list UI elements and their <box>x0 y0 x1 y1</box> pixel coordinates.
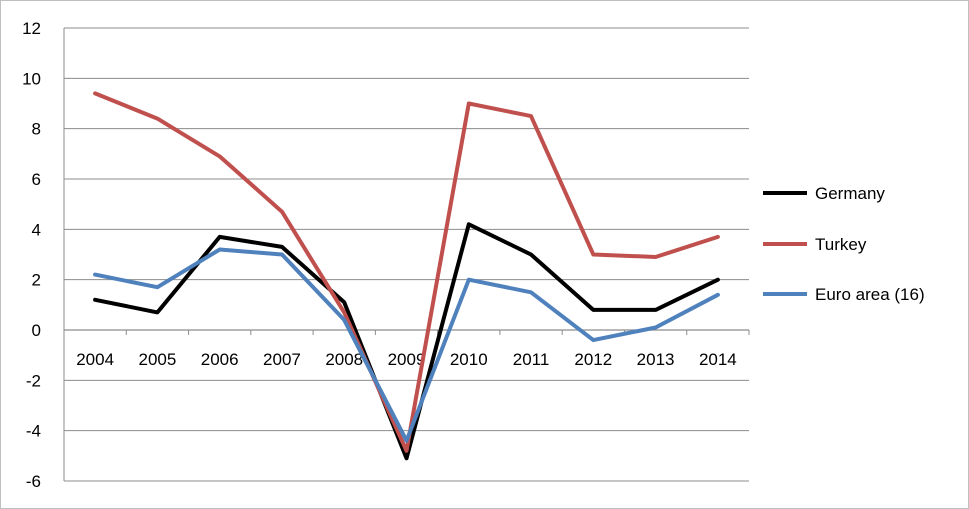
data-point <box>280 210 284 214</box>
y-tick-label: 10 <box>22 69 41 88</box>
data-point <box>155 310 159 314</box>
data-point <box>529 114 533 118</box>
data-point <box>280 245 284 249</box>
y-tick-label: 6 <box>32 170 41 189</box>
data-point <box>654 325 658 329</box>
data-point <box>529 253 533 256</box>
data-point <box>93 91 97 95</box>
data-point <box>218 154 222 158</box>
data-point <box>716 278 720 282</box>
y-tick-label: 2 <box>32 271 41 290</box>
y-tick-label: 8 <box>32 120 41 139</box>
series-lines <box>93 91 720 461</box>
data-point <box>218 235 222 239</box>
data-point <box>405 439 408 443</box>
data-point <box>467 222 471 226</box>
x-tick-label: 2013 <box>637 350 675 369</box>
y-tick-label: -2 <box>26 371 41 390</box>
legend: Germany Turkey Euro area (16) <box>763 184 925 304</box>
data-point <box>467 278 471 282</box>
legend-label: Germany <box>815 184 885 203</box>
y-tick-label: 4 <box>32 220 41 239</box>
x-tick-label: 2014 <box>699 350 737 369</box>
data-point <box>155 117 159 121</box>
series-line-germany <box>93 222 720 461</box>
x-tick-label: 2012 <box>574 350 612 369</box>
y-tick-label: 12 <box>22 19 41 38</box>
x-tick-labels: 2004 2005 2006 2007 2008 2009 2010 2011 2012 2013… <box>76 350 737 369</box>
data-point <box>280 253 284 256</box>
y-tick-labels: -6 -4 -2 0 2 4 6 8 10 12 <box>22 19 41 491</box>
x-tick-label: 2005 <box>138 350 176 369</box>
data-point <box>529 290 533 294</box>
data-point <box>342 300 346 304</box>
data-point <box>716 235 720 239</box>
data-point <box>405 449 408 453</box>
x-tick-label: 2004 <box>76 350 114 369</box>
legend-label: Euro area (16) <box>815 285 925 304</box>
y-tick-label: -4 <box>26 422 41 441</box>
x-tick-label: 2009 <box>388 350 426 369</box>
x-tick-label: 2010 <box>450 350 488 369</box>
x-tick-label: 2008 <box>325 350 363 369</box>
legend-label: Turkey <box>815 235 867 254</box>
x-tick-label: 2011 <box>513 350 550 369</box>
data-point <box>591 253 595 256</box>
data-point <box>93 298 97 302</box>
data-point <box>467 102 471 105</box>
data-point <box>591 308 595 312</box>
y-tick-label: 0 <box>32 321 41 340</box>
data-point <box>405 456 408 460</box>
data-point <box>342 310 346 314</box>
data-point <box>654 255 658 259</box>
series-line-euro-area-16 <box>93 247 720 443</box>
gridlines <box>64 27 749 482</box>
data-point <box>93 273 97 277</box>
x-tick-label: 2007 <box>263 350 301 369</box>
axes <box>63 28 750 481</box>
data-point <box>155 285 159 289</box>
data-point <box>716 293 720 297</box>
data-point <box>218 247 222 251</box>
data-point <box>591 338 595 342</box>
y-tick-label: -6 <box>26 472 41 491</box>
data-point <box>654 308 658 312</box>
data-point <box>342 318 346 322</box>
x-tick-label: 2006 <box>201 350 239 369</box>
